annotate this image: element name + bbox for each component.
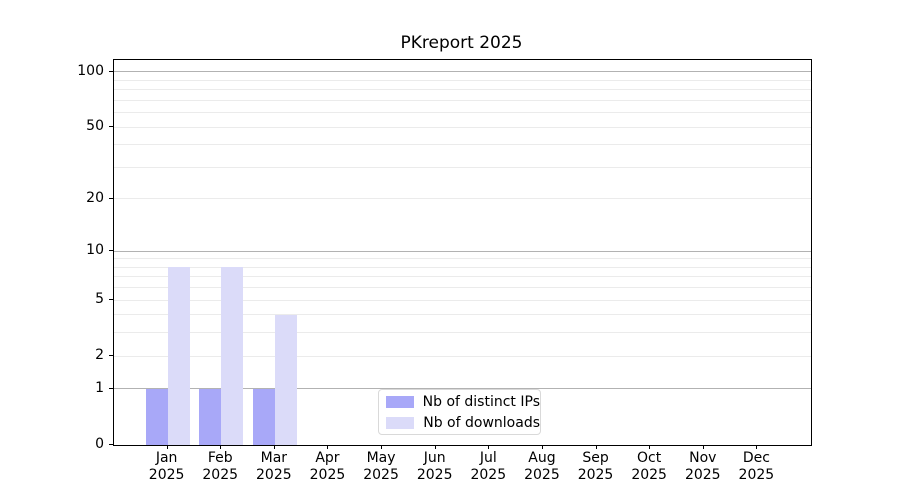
x-tick-month: Jun <box>423 450 446 466</box>
gridline-minor <box>114 355 811 357</box>
y-axis-tick-label: 10 <box>86 242 104 259</box>
x-tick-year: 2025 <box>631 467 667 483</box>
x-tick-month: Sep <box>582 450 609 466</box>
x-tick-year: 2025 <box>363 467 399 483</box>
x-axis-tick-label: Nov 2025 <box>673 450 733 484</box>
gridline-major <box>114 71 811 73</box>
x-axis-tick-label: May 2025 <box>351 450 411 484</box>
gridline-minor <box>114 112 811 114</box>
bar-nb-of-downloads-mar-2025 <box>274 314 297 445</box>
x-tick-mark <box>756 445 758 449</box>
gridline-major <box>114 388 811 390</box>
gridline-minor <box>114 166 811 168</box>
gridline-minor <box>114 266 811 268</box>
y-tick-mark <box>109 444 113 445</box>
gridline-major <box>114 250 811 252</box>
gridline-minor <box>114 299 811 301</box>
y-axis-tick-label: 100 <box>77 62 104 79</box>
x-tick-year: 2025 <box>148 467 185 483</box>
legend-row-downloads: Nb of downloads <box>379 415 540 431</box>
gridline-minor <box>114 79 811 81</box>
plot-area <box>113 59 812 446</box>
y-axis-tick-label: 0 <box>95 436 104 452</box>
x-axis-tick-label: Apr 2025 <box>297 450 357 484</box>
y-axis-tick-label: 20 <box>86 189 104 206</box>
x-axis-tick-label: Aug 2025 <box>512 450 572 484</box>
legend-label-distinct-ips: Nb of distinct IPs <box>422 393 540 410</box>
y-tick-mark <box>109 355 113 357</box>
gridline-minor <box>114 276 811 278</box>
bar-nb-of-distinct-ips-mar-2025 <box>252 388 275 445</box>
x-tick-month: Mar <box>260 450 288 466</box>
x-axis-tick-label: Feb 2025 <box>190 450 250 484</box>
x-tick-month: Feb <box>207 450 233 466</box>
y-axis-tick-label: 2 <box>95 347 104 364</box>
x-tick-mark <box>649 445 651 449</box>
x-tick-month: Apr <box>315 450 340 466</box>
y-tick-mark <box>109 387 113 389</box>
y-tick-mark <box>109 126 113 128</box>
x-axis-tick-label: Dec 2025 <box>726 450 786 484</box>
x-axis-tick-label: Jun 2025 <box>405 450 465 484</box>
x-axis-tick-label: Mar 2025 <box>244 450 304 484</box>
y-axis-tick-label: 1 <box>95 379 104 396</box>
x-tick-year: 2025 <box>738 467 775 483</box>
bar-nb-of-distinct-ips-feb-2025 <box>199 388 222 445</box>
x-tick-mark <box>595 445 597 449</box>
x-axis-tick-label: Jan 2025 <box>137 450 197 484</box>
x-tick-mark <box>273 445 275 449</box>
y-tick-mark <box>109 250 113 252</box>
x-tick-year: 2025 <box>202 467 239 483</box>
x-tick-year: 2025 <box>256 467 292 483</box>
x-tick-month: Aug <box>528 450 556 466</box>
x-tick-mark <box>327 445 329 449</box>
chart-title: PKreport 2025 <box>400 33 523 53</box>
x-axis-tick-label: Oct 2025 <box>619 450 679 484</box>
legend-swatch-distinct-ips <box>386 395 414 408</box>
legend-label-downloads: Nb of downloads <box>423 414 540 431</box>
x-tick-mark <box>434 445 436 449</box>
x-tick-year: 2025 <box>577 467 614 483</box>
gridline-minor <box>114 287 811 289</box>
gridline-minor <box>114 314 811 316</box>
gridline-minor <box>114 198 811 200</box>
gridline-minor <box>114 89 811 91</box>
x-tick-mark <box>381 445 383 449</box>
x-axis-tick-label: Sep 2025 <box>566 450 626 484</box>
x-tick-month: Nov <box>689 450 717 466</box>
x-tick-year: 2025 <box>684 467 721 483</box>
x-tick-year: 2025 <box>416 467 453 483</box>
gridline-minor <box>114 144 811 146</box>
bar-nb-of-downloads-feb-2025 <box>221 267 244 445</box>
legend: Nb of distinct IPs Nb of downloads <box>378 389 541 435</box>
x-tick-year: 2025 <box>309 467 346 483</box>
x-tick-mark <box>702 445 704 449</box>
y-tick-mark <box>109 197 113 199</box>
x-tick-month: Jan <box>155 450 178 466</box>
x-tick-month: Jul <box>479 450 497 466</box>
gridline-minor <box>114 258 811 260</box>
gridline-minor <box>114 99 811 101</box>
x-tick-mark <box>488 445 490 449</box>
x-tick-month: May <box>366 450 396 466</box>
x-tick-year: 2025 <box>524 467 560 483</box>
legend-row-distinct-ips: Nb of distinct IPs <box>379 394 540 410</box>
x-tick-month: Dec <box>742 450 770 466</box>
x-tick-year: 2025 <box>470 467 507 483</box>
y-axis-tick-label: 5 <box>95 291 104 308</box>
bar-nb-of-downloads-jan-2025 <box>167 267 190 445</box>
bar-nb-of-distinct-ips-jan-2025 <box>145 388 168 445</box>
x-tick-month: Oct <box>637 450 662 466</box>
y-axis-tick-label: 50 <box>86 118 104 135</box>
x-tick-mark <box>220 445 222 449</box>
y-tick-mark <box>109 299 113 301</box>
gridline-minor <box>114 332 811 334</box>
x-tick-mark <box>541 445 543 449</box>
x-tick-mark <box>166 445 168 449</box>
x-axis-tick-label: Jul 2025 <box>458 450 518 484</box>
y-tick-mark <box>109 70 113 72</box>
legend-swatch-downloads <box>386 416 415 429</box>
gridline-minor <box>114 126 811 128</box>
